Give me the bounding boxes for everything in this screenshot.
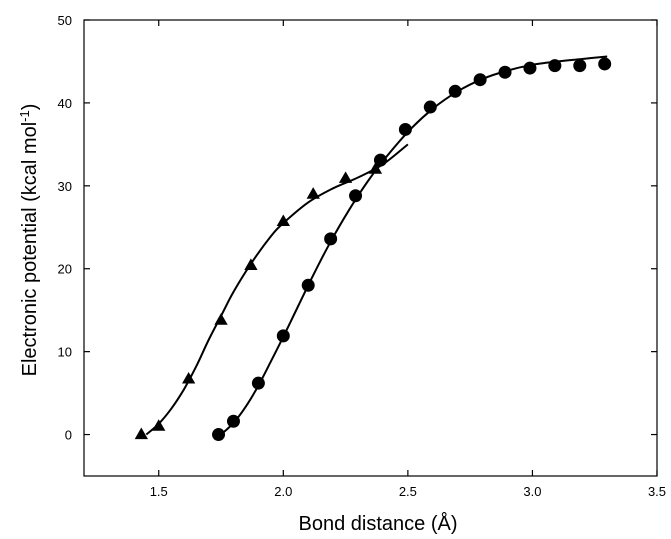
triangle-point-3	[214, 313, 228, 325]
axes: 1.5 2.0 2.5 3.0 3.5 0 10 20 30 40 50	[58, 13, 667, 499]
triangle-point-2	[182, 372, 196, 384]
y-axis-title: Electronic potential (kcal mol-1)	[17, 104, 42, 377]
fit-curve-circle	[220, 55, 608, 436]
y-axis-title-main: Electronic potential (kcal mol	[19, 122, 41, 377]
y-tick-label-5: 50	[58, 13, 72, 28]
y-axis-title-sup: -1	[17, 110, 32, 122]
triangle-point-6	[306, 187, 320, 199]
fit-curves	[145, 55, 608, 436]
circle-point-8	[398, 122, 412, 136]
circle-point-11	[473, 73, 487, 87]
x-axis-title: Bond distance (Å)	[299, 512, 458, 535]
circle-point-3	[276, 329, 290, 343]
triangle-point-0	[134, 427, 148, 440]
circle-point-16	[598, 57, 612, 71]
data-markers	[134, 57, 612, 442]
circle-point-12	[498, 65, 512, 79]
circle-point-2	[251, 376, 265, 390]
circle-point-15	[573, 59, 587, 73]
y-tick-label-3: 30	[58, 179, 72, 194]
plot-frame	[83, 19, 658, 477]
circle-point-6	[349, 189, 363, 203]
y-tick-label-0: 0	[65, 428, 72, 443]
circle-point-0	[212, 428, 226, 442]
circle-point-10	[448, 84, 462, 98]
y-tick-label-1: 10	[58, 345, 72, 360]
x-tick-label-3: 3.0	[523, 484, 541, 499]
x-tick-label-0: 1.5	[150, 484, 168, 499]
y-tick-label-4: 40	[58, 96, 72, 111]
circle-point-5	[324, 232, 338, 246]
circle-point-1	[226, 414, 240, 428]
circle-point-13	[523, 61, 537, 75]
triangle-point-8	[368, 162, 383, 174]
triangle-point-4	[244, 258, 258, 270]
y-tick-label-2: 20	[58, 262, 72, 277]
triangle-point-5	[276, 214, 290, 226]
circle-point-7	[373, 153, 387, 167]
x-tick-label-2: 2.5	[399, 484, 417, 499]
x-tick-label-4: 3.5	[648, 484, 666, 499]
triangle-point-7	[338, 171, 353, 183]
triangle-point-1	[152, 419, 166, 431]
circle-point-4	[301, 278, 315, 292]
circle-point-14	[548, 59, 562, 73]
fit-curve-triangle	[145, 143, 409, 436]
x-tick-label-1: 2.0	[274, 484, 292, 499]
y-axis-title-tail: )	[19, 104, 41, 111]
circle-point-9	[423, 100, 437, 114]
